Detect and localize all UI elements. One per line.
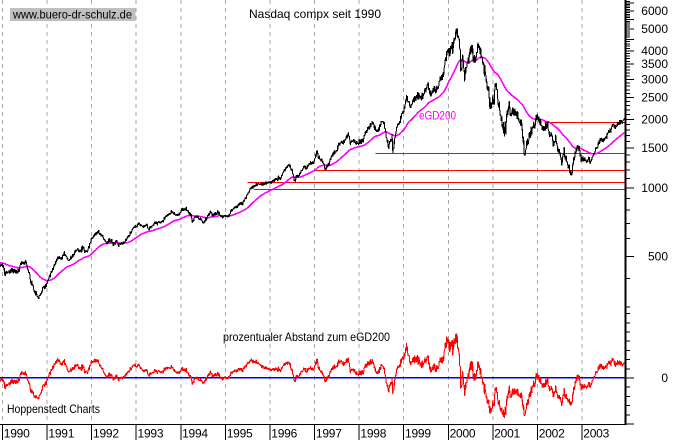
- svg-text:1996: 1996: [271, 427, 297, 440]
- svg-text:1995: 1995: [227, 427, 253, 440]
- svg-text:Nasdaq compx seit 1990: Nasdaq compx seit 1990: [249, 7, 381, 21]
- svg-text:1998: 1998: [360, 427, 386, 440]
- svg-text:4000: 4000: [641, 44, 668, 58]
- svg-text:1993: 1993: [138, 427, 164, 440]
- svg-text:0: 0: [661, 371, 668, 385]
- svg-text:Hoppenstedt Charts: Hoppenstedt Charts: [7, 402, 100, 416]
- svg-text:1991: 1991: [48, 427, 74, 440]
- svg-text:2500: 2500: [641, 90, 668, 104]
- svg-text:2001: 2001: [494, 427, 520, 440]
- svg-text:www.buero-dr-schulz.de: www.buero-dr-schulz.de: [12, 8, 132, 22]
- svg-text:500: 500: [648, 250, 668, 264]
- svg-text:3000: 3000: [641, 72, 668, 86]
- svg-text:3500: 3500: [641, 57, 668, 71]
- svg-text:1997: 1997: [316, 427, 342, 440]
- svg-text:2002: 2002: [539, 427, 565, 440]
- svg-text:1000: 1000: [641, 181, 668, 195]
- svg-text:2000: 2000: [641, 113, 668, 127]
- svg-text:2000: 2000: [450, 427, 476, 440]
- svg-text:6000: 6000: [641, 4, 668, 18]
- svg-text:1992: 1992: [93, 427, 119, 440]
- svg-text:5000: 5000: [641, 22, 668, 36]
- svg-text:1990: 1990: [4, 427, 30, 440]
- svg-text:eGD200: eGD200: [419, 109, 456, 123]
- svg-text:2003: 2003: [583, 427, 609, 440]
- svg-text:1999: 1999: [405, 427, 431, 440]
- svg-text:prozentualer Abstand zum eGD2: prozentualer Abstand zum eGD200: [223, 330, 390, 344]
- svg-text:1994: 1994: [182, 427, 208, 440]
- svg-text:1500: 1500: [641, 141, 668, 155]
